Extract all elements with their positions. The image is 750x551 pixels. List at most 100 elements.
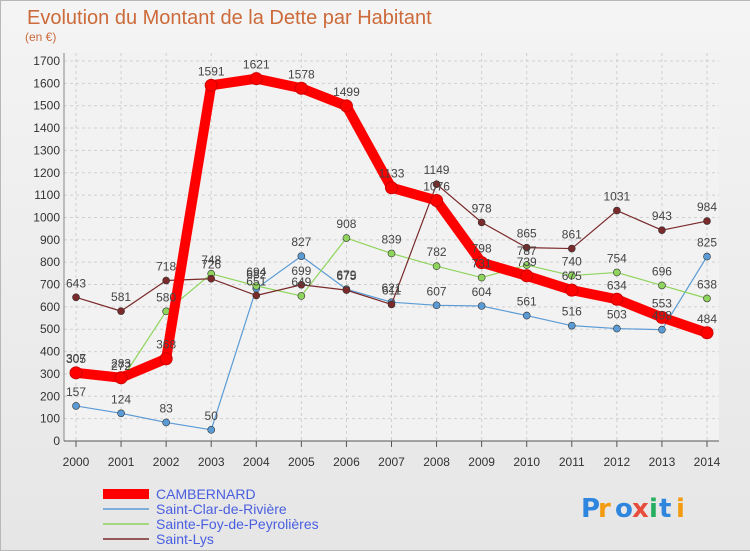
data-label: 731 [472, 257, 492, 271]
legend-label: Saint-Clar-de-Rivière [156, 501, 287, 517]
data-point [477, 273, 486, 282]
data-point [69, 366, 83, 380]
data-point [204, 78, 218, 92]
data-label: 283 [111, 357, 131, 371]
data-point [162, 418, 170, 427]
data-label: 581 [111, 290, 131, 304]
data-point [703, 217, 711, 225]
data-point [432, 180, 441, 188]
data-point [387, 300, 396, 309]
data-label: 604 [472, 285, 492, 299]
y-tick-label: 900 [40, 233, 60, 247]
x-tick-label: 2000 [63, 455, 90, 469]
data-point [114, 371, 128, 385]
data-label: 1133 [379, 167, 405, 181]
data-label: 908 [336, 217, 356, 231]
x-tick-label: 2003 [198, 455, 225, 469]
data-label: 978 [472, 201, 492, 215]
data-label: 787 [517, 244, 537, 258]
data-label: 827 [291, 235, 311, 249]
data-point [207, 426, 216, 434]
data-label: 638 [697, 277, 717, 291]
data-point [522, 243, 531, 252]
logo-letter: x [632, 494, 649, 524]
x-tick-label: 2009 [468, 455, 495, 469]
data-label: 943 [652, 209, 672, 223]
chart-legend: CAMBERNARDSaint-Clar-de-RivièreSainte-Fo… [103, 486, 319, 547]
data-label: 798 [472, 242, 492, 256]
x-tick-label: 2014 [694, 455, 721, 469]
y-tick-label: 1200 [33, 166, 60, 180]
data-point [385, 181, 398, 195]
data-label: 580 [156, 290, 176, 304]
y-tick-label: 600 [40, 300, 60, 314]
data-point [159, 352, 173, 366]
data-point [339, 99, 353, 113]
data-point [477, 302, 486, 310]
data-label: 516 [562, 305, 582, 319]
logo-letter: P [581, 494, 600, 524]
data-point [252, 291, 261, 300]
x-tick-label: 2006 [333, 455, 360, 469]
x-tick-label: 2007 [378, 455, 405, 469]
data-label: 611 [382, 283, 401, 297]
y-tick-label: 700 [40, 278, 60, 292]
data-point [522, 261, 531, 269]
y-tick-label: 1100 [34, 188, 60, 202]
x-tick-label: 2004 [243, 455, 270, 469]
x-tick-label: 2008 [423, 455, 450, 469]
data-point [613, 206, 621, 215]
chart-title: Evolution du Montant de la Dette par Hab… [27, 7, 432, 29]
data-point [117, 307, 125, 315]
data-point [432, 262, 441, 271]
data-point [658, 281, 666, 290]
data-label: 649 [291, 275, 311, 289]
x-tick-label: 2012 [604, 455, 631, 469]
data-point [252, 282, 261, 290]
data-label: 305 [66, 352, 86, 366]
data-label: 83 [159, 401, 173, 415]
data-label: 157 [66, 385, 86, 399]
data-label: 675 [336, 269, 356, 283]
data-label: 675 [562, 269, 582, 283]
data-label: 607 [427, 284, 447, 298]
y-tick-label: 200 [40, 389, 60, 403]
data-label: 739 [517, 255, 537, 269]
data-point [520, 269, 534, 283]
data-point [700, 326, 714, 340]
data-label: 272 [111, 359, 131, 373]
x-tick-label: 2002 [153, 455, 180, 469]
data-label: 1499 [333, 85, 360, 99]
data-label: 839 [381, 232, 401, 246]
data-point [342, 286, 351, 294]
legend-label: Sainte-Foy-de-Peyrolières [156, 516, 319, 532]
data-point [522, 311, 531, 320]
data-point [72, 293, 80, 302]
x-tick-label: 2001 [108, 455, 135, 469]
chart-subtitle: (en €) [25, 30, 56, 44]
logo-letter: o [615, 494, 633, 524]
logo-letter: t [659, 494, 671, 524]
data-label: 621 [381, 281, 401, 295]
y-tick-label: 1000 [33, 210, 60, 224]
data-label: 368 [156, 338, 176, 352]
data-point [613, 268, 621, 277]
data-point [658, 226, 666, 235]
logo-letter: i [676, 494, 685, 524]
data-label: 50 [205, 409, 219, 423]
y-tick-label: 300 [40, 367, 60, 381]
proxiti-logo: Pr o x i t i [581, 494, 685, 524]
data-label: 694 [246, 265, 266, 279]
x-tick-label: 2010 [513, 455, 540, 469]
data-label: 1621 [243, 58, 270, 72]
data-label: 740 [562, 255, 582, 269]
data-point [658, 325, 666, 334]
data-label: 484 [697, 312, 717, 326]
data-point [162, 276, 170, 285]
y-tick-label: 400 [40, 345, 60, 359]
data-label: 682 [246, 268, 266, 282]
data-point [610, 292, 624, 306]
data-label: 726 [201, 258, 221, 272]
data-point [567, 321, 576, 330]
data-point [297, 292, 306, 300]
